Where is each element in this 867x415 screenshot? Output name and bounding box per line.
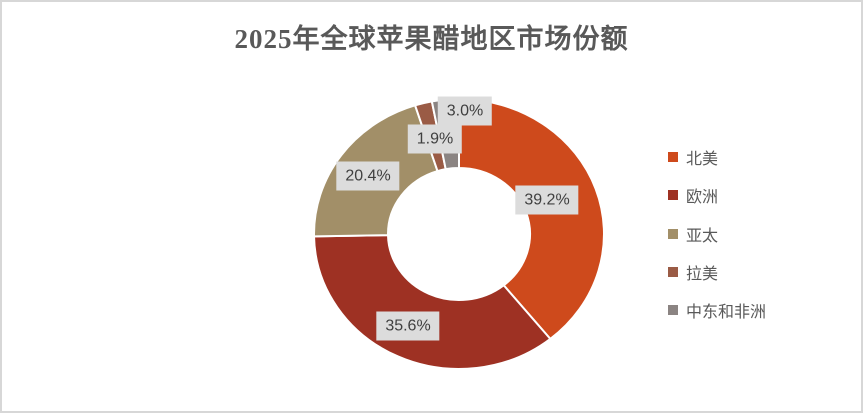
legend-marker-icon: [668, 190, 678, 201]
donut-slice-europe: [313, 234, 552, 370]
legend-item-latin-america: 拉美: [668, 261, 766, 283]
legend-item-north-america: 北美: [668, 146, 766, 168]
legend-marker-icon: [668, 266, 678, 277]
legend-label: 亚太: [686, 227, 719, 245]
slice-label-asia-pacific: 20.4%: [336, 161, 400, 191]
legend-label: 北美: [686, 151, 719, 168]
chart-legend: 北美 欧洲 亚太 拉美 中东和非洲: [668, 146, 766, 337]
legend-item-asia-pacific: 亚太: [668, 223, 766, 245]
slice-label-latin-america: 1.9%: [407, 124, 463, 154]
legend-marker-icon: [668, 305, 678, 316]
legend-label: 中东和非洲: [686, 304, 767, 322]
legend-label: 拉美: [686, 265, 719, 283]
chart-title: 2025年全球苹果醋地区市场份额: [234, 24, 629, 54]
slice-label-north-america: 39.2%: [515, 185, 579, 215]
legend-label: 欧洲: [686, 189, 719, 207]
slice-label-europe: 35.6%: [376, 311, 440, 341]
legend-item-europe: 欧洲: [668, 184, 766, 206]
donut-slice-north-america: [458, 98, 605, 340]
legend-marker-icon: [668, 152, 678, 162]
legend-item-middle-east-africa: 中东和非洲: [668, 299, 766, 321]
legend-marker-icon: [668, 228, 678, 239]
slice-label-middle-east-africa: 3.0%: [437, 96, 493, 126]
